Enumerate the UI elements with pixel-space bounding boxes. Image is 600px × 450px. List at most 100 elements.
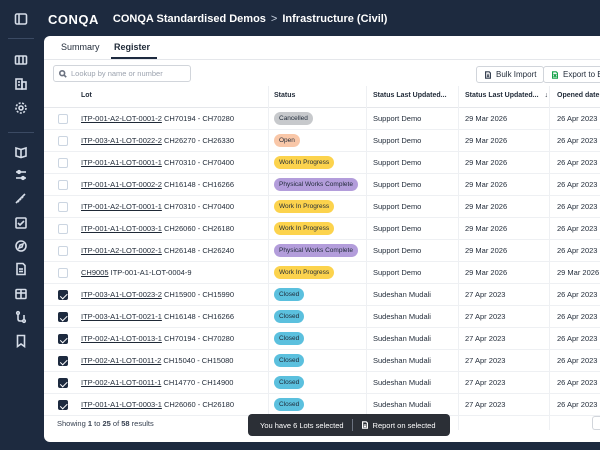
status-updated-at: 29 Mar 2026	[465, 136, 508, 145]
book-icon[interactable]	[11, 142, 31, 162]
row-checkbox[interactable]	[58, 114, 68, 124]
lot-cell: ITP-003-A1-LOT-0023-2 CH15900 - CH15990	[81, 290, 234, 299]
sidebar-toggle-icon[interactable]	[11, 9, 31, 29]
status-updated-by: Sudeshan Mudali	[373, 400, 431, 409]
status-badge: Physical Works Complete	[274, 178, 358, 191]
row-checkbox[interactable]	[58, 224, 68, 234]
lot-cell: CH9005 ITP-001-A1-LOT-0004-9	[81, 268, 192, 277]
bookmark-icon[interactable]	[11, 331, 31, 351]
status-badge: Closed	[274, 288, 305, 301]
status-updated-by: Support Demo	[373, 136, 422, 145]
table-row[interactable]: CH9005 ITP-001-A1-LOT-0004-9 Work In Prog…	[44, 262, 600, 284]
conqa-logo[interactable]: CONQA	[48, 11, 99, 27]
status-badge: Closed	[274, 376, 305, 389]
lot-link[interactable]: CH9005	[81, 268, 109, 277]
breadcrumb-project[interactable]: CONQA Standardised Demos	[112, 13, 266, 25]
column-header-status-updated-by[interactable]: Status Last Updated...	[373, 92, 447, 99]
table-row[interactable]: ITP-001-A1-LOT-0003-1 CH26060 - CH26180 C…	[44, 394, 600, 416]
status-updated-by: Support Demo	[373, 158, 422, 167]
tab-summary[interactable]: Summary	[61, 42, 100, 52]
pagination-summary: Showing 1 to 25 of 58 results	[57, 419, 154, 428]
row-checkbox[interactable]	[58, 180, 68, 190]
row-checkbox[interactable]	[58, 136, 68, 146]
row-checkbox[interactable]	[58, 400, 68, 410]
table-row[interactable]: ITP-002-A1-LOT-0011-1 CH14770 - CH14900 C…	[44, 372, 600, 394]
status-updated-by: Sudeshan Mudali	[373, 356, 431, 365]
table-row[interactable]: ITP-001-A2-LOT-0002-1 CH26148 - CH26240 P…	[44, 240, 600, 262]
status-updated-by: Support Demo	[373, 268, 422, 277]
map-icon[interactable]	[11, 50, 31, 70]
status-badge: Open	[274, 134, 300, 147]
lot-link[interactable]: ITP-002-A1-LOT-0011-2	[81, 356, 162, 365]
status-badge: Closed	[274, 332, 305, 345]
lot-link[interactable]: ITP-001-A1-LOT-0001-1	[81, 158, 162, 167]
lot-chainage: CH70310 - CH70400	[163, 158, 235, 167]
opened-date: 26 Apr 2023	[557, 356, 598, 365]
lot-link[interactable]: ITP-003-A1-LOT-0023-2	[81, 290, 162, 299]
lot-link[interactable]: ITP-001-A1-LOT-0002-2	[81, 180, 162, 189]
row-checkbox[interactable]	[58, 312, 68, 322]
table-row[interactable]: ITP-001-A1-LOT-0002-2 CH16148 - CH16266 P…	[44, 174, 600, 196]
pagination-control[interactable]	[592, 416, 600, 430]
table-row[interactable]: ITP-003-A1-LOT-0021-1 CH16148 - CH16266 C…	[44, 306, 600, 328]
column-header-status[interactable]: Status	[274, 92, 296, 99]
lot-link[interactable]: ITP-001-A2-LOT-0001-1	[81, 202, 162, 211]
opened-date: 26 Apr 2023	[557, 224, 598, 233]
lot-link[interactable]: ITP-002-A1-LOT-0013-1	[81, 334, 162, 343]
sliders-icon[interactable]	[11, 165, 31, 185]
route-icon[interactable]	[11, 307, 31, 327]
column-header-opened-date[interactable]: Opened date	[557, 92, 600, 99]
row-checkbox[interactable]	[58, 158, 68, 168]
row-checkbox[interactable]	[58, 290, 68, 300]
sort-descending-icon[interactable]: ↓	[544, 92, 548, 99]
column-header-status-updated-at[interactable]: Status Last Updated... ↓	[465, 92, 548, 99]
table-row[interactable]: ITP-002-A1-LOT-0013-1 CH70194 - CH70280 C…	[44, 328, 600, 350]
checklist-icon[interactable]	[11, 213, 31, 233]
lot-chainage: ITP-001-A1-LOT-0004-9	[110, 268, 192, 277]
export-to-excel-button[interactable]: Export to Ex	[543, 66, 600, 83]
row-checkbox[interactable]	[58, 268, 68, 278]
opened-date: 26 Apr 2023	[557, 400, 598, 409]
status-updated-at: 29 Mar 2026	[465, 158, 508, 167]
opened-date: 26 Apr 2023	[557, 136, 598, 145]
status-updated-at: 27 Apr 2023	[465, 378, 506, 387]
document-icon[interactable]	[11, 259, 31, 279]
lot-link[interactable]: ITP-001-A2-LOT-0002-1	[81, 246, 162, 255]
table-row[interactable]: ITP-002-A1-LOT-0011-2 CH15040 - CH15080 C…	[44, 350, 600, 372]
report-on-selected-button[interactable]: Report on selected	[361, 421, 436, 430]
column-header-lot[interactable]: Lot	[81, 92, 92, 99]
table-row[interactable]: ITP-003-A1-LOT-0022-2 CH26270 - CH26330 O…	[44, 130, 600, 152]
lot-link[interactable]: ITP-003-A1-LOT-0021-1	[81, 312, 162, 321]
status-updated-at: 27 Apr 2023	[465, 312, 506, 321]
gear-icon[interactable]	[11, 98, 31, 118]
row-checkbox[interactable]	[58, 202, 68, 212]
table-row[interactable]: ITP-001-A1-LOT-0001-1 CH70310 - CH70400 W…	[44, 152, 600, 174]
table-row[interactable]: ITP-001-A2-LOT-0001-2 CH70194 - CH70280 C…	[44, 108, 600, 130]
row-checkbox[interactable]	[58, 356, 68, 366]
lot-link[interactable]: ITP-001-A1-LOT-0003-1	[81, 224, 162, 233]
search-box[interactable]	[53, 65, 191, 82]
table-row[interactable]: ITP-003-A1-LOT-0023-2 CH15900 - CH15990 C…	[44, 284, 600, 306]
table-row[interactable]: ITP-001-A1-LOT-0003-1 CH26060 - CH26180 W…	[44, 218, 600, 240]
row-checkbox[interactable]	[58, 334, 68, 344]
table-icon[interactable]	[11, 284, 31, 304]
building-icon[interactable]	[11, 74, 31, 94]
bulk-import-button[interactable]: Bulk Import	[476, 66, 545, 83]
tab-register[interactable]: Register	[114, 42, 151, 52]
row-checkbox[interactable]	[58, 378, 68, 388]
compass-icon[interactable]	[11, 236, 31, 256]
active-tab-indicator	[111, 57, 157, 59]
selection-count-message: You have 6 Lots selected	[260, 420, 344, 430]
row-checkbox[interactable]	[58, 246, 68, 256]
search-input[interactable]	[71, 69, 189, 78]
lot-link[interactable]: ITP-003-A1-LOT-0022-2	[81, 136, 162, 145]
tab-bar: Summary Register	[44, 36, 600, 60]
status-updated-at: 29 Mar 2026	[465, 268, 508, 277]
lot-link[interactable]: ITP-001-A2-LOT-0001-2	[81, 114, 162, 123]
table-row[interactable]: ITP-001-A2-LOT-0001-1 CH70310 - CH70400 W…	[44, 196, 600, 218]
ruler-icon[interactable]	[11, 189, 31, 209]
lot-link[interactable]: ITP-002-A1-LOT-0011-1	[81, 378, 162, 387]
breadcrumb-current: Infrastructure (Civil)	[282, 13, 388, 25]
lot-link[interactable]: ITP-001-A1-LOT-0003-1	[81, 400, 162, 409]
opened-date: 26 Apr 2023	[557, 158, 598, 167]
